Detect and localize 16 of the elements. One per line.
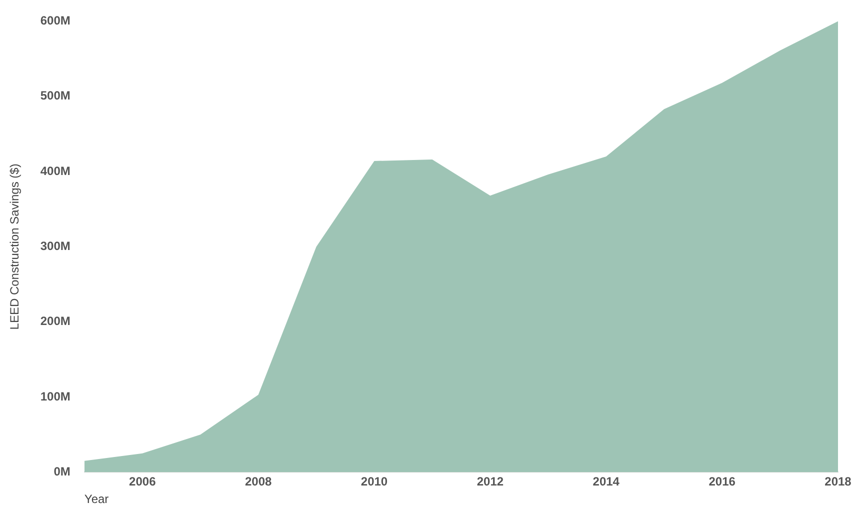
y-tick-label: 400M	[40, 164, 70, 178]
y-tick-label: 600M	[40, 14, 70, 28]
y-tick-label: 200M	[40, 314, 70, 328]
x-tick-label: 2014	[592, 474, 620, 489]
x-tick-label: 2012	[476, 474, 504, 489]
x-tick-label: 2016	[708, 474, 736, 489]
y-tick-label: 500M	[40, 88, 70, 103]
x-tick-label: 2018	[824, 474, 852, 489]
y-tick-label: 300M	[40, 239, 70, 254]
y-tick-label: 100M	[40, 389, 70, 404]
y-tick-label: 0M	[54, 464, 70, 479]
y-axis-title: LEED Construction Savings ($)	[8, 164, 22, 330]
x-axis-title: Year	[84, 492, 109, 506]
x-tick-label: 2006	[129, 474, 156, 489]
x-tick-label: 2010	[360, 474, 388, 489]
x-tick-label: 2008	[244, 474, 272, 489]
